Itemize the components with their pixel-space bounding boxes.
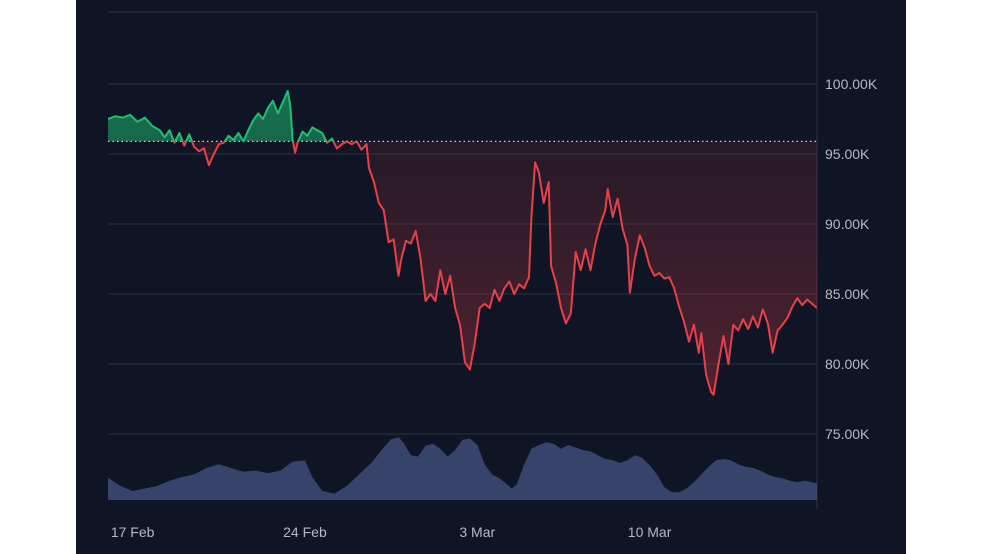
price-chart: 100.00K 95.00K 90.00K 85.00K 80.00K 75.00K 17… <box>76 0 906 554</box>
y-tick-label: 80.00K <box>825 356 870 372</box>
x-axis: 17 Feb 24 Feb 3 Mar 10 Mar <box>111 524 672 540</box>
y-tick-label: 90.00K <box>825 216 870 232</box>
volume-series <box>108 437 817 500</box>
price-line-down <box>172 141 817 396</box>
x-tick-label: 17 Feb <box>111 524 155 540</box>
y-tick-label: 100.00K <box>825 76 878 92</box>
price-area-fills <box>108 91 817 395</box>
area-above-baseline <box>108 91 334 142</box>
x-tick-label: 24 Feb <box>283 524 327 540</box>
area-below-baseline <box>108 141 817 395</box>
price-lines <box>108 90 817 396</box>
volume-area <box>108 437 817 500</box>
x-tick-label: 3 Mar <box>459 524 495 540</box>
y-tick-label: 85.00K <box>825 286 870 302</box>
y-tick-label: 95.00K <box>825 146 870 162</box>
x-tick-label: 10 Mar <box>628 524 672 540</box>
chart-canvas: 100.00K 95.00K 90.00K 85.00K 80.00K 75.00K 17… <box>76 0 906 554</box>
y-tick-label: 75.00K <box>825 426 870 442</box>
y-axis: 100.00K 95.00K 90.00K 85.00K 80.00K 75.00K <box>825 76 878 442</box>
price-line-up <box>108 90 358 142</box>
